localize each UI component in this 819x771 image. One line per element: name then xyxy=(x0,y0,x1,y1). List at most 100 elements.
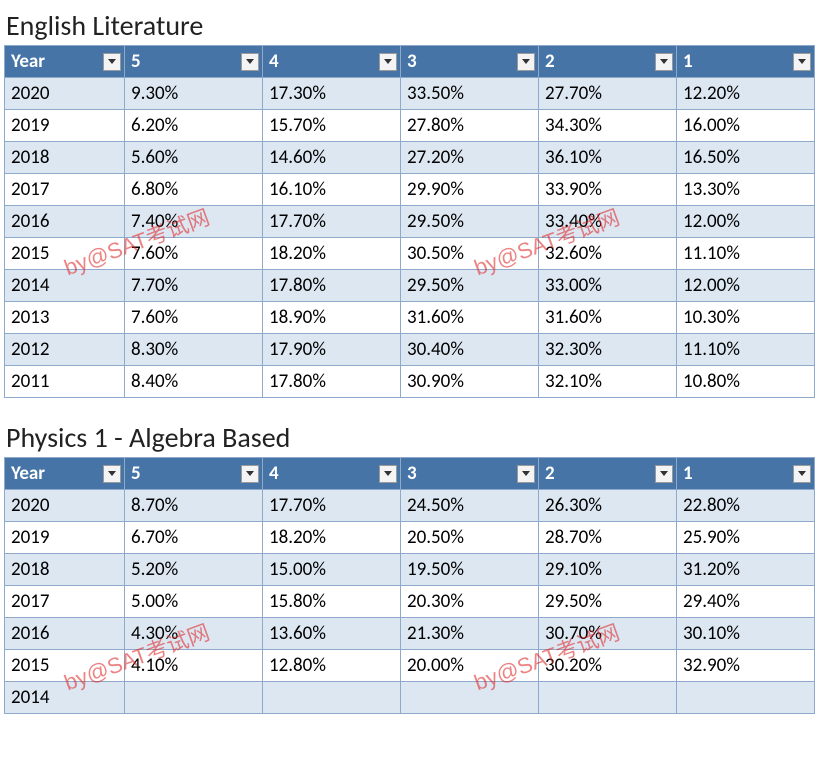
table-cell: 25.90% xyxy=(677,522,815,554)
table-cell xyxy=(677,682,815,714)
table-cell: 8.30% xyxy=(125,334,263,366)
table-cell: 15.80% xyxy=(263,586,401,618)
filter-dropdown-icon[interactable] xyxy=(103,53,121,71)
table-row: 20175.00%15.80%20.30%29.50%29.40% xyxy=(5,586,815,618)
column-header[interactable]: 2 xyxy=(539,458,677,490)
table-row: 20196.20%15.70%27.80%34.30%16.00% xyxy=(5,110,815,142)
column-header[interactable]: 3 xyxy=(401,46,539,78)
table-cell: 33.40% xyxy=(539,206,677,238)
table-row: 20154.10%12.80%20.00%30.20%32.90% xyxy=(5,650,815,682)
filter-dropdown-icon[interactable] xyxy=(655,53,673,71)
data-table: Year5432120209.30%17.30%33.50%27.70%12.2… xyxy=(4,45,815,398)
table-cell: 29.50% xyxy=(401,270,539,302)
table-cell: 7.40% xyxy=(125,206,263,238)
table-cell: 2016 xyxy=(5,618,125,650)
column-header[interactable]: 4 xyxy=(263,458,401,490)
table-cell: 15.00% xyxy=(263,554,401,586)
section-title: English Literature xyxy=(4,4,815,45)
table-cell: 2017 xyxy=(5,586,125,618)
table-cell: 17.80% xyxy=(263,270,401,302)
table-cell: 17.70% xyxy=(263,206,401,238)
table-cell: 30.90% xyxy=(401,366,539,398)
table-cell: 2019 xyxy=(5,110,125,142)
table-cell: 20.50% xyxy=(401,522,539,554)
filter-dropdown-icon[interactable] xyxy=(793,53,811,71)
table-cell xyxy=(263,682,401,714)
table-cell: 12.20% xyxy=(677,78,815,110)
table-row: 20118.40%17.80%30.90%32.10%10.80% xyxy=(5,366,815,398)
filter-dropdown-icon[interactable] xyxy=(793,465,811,483)
column-header-label: 4 xyxy=(269,462,279,485)
table-row: 2014 xyxy=(5,682,815,714)
filter-dropdown-icon[interactable] xyxy=(655,465,673,483)
table-cell: 27.70% xyxy=(539,78,677,110)
table-row: 20164.30%13.60%21.30%30.70%30.10% xyxy=(5,618,815,650)
table-cell: 2018 xyxy=(5,554,125,586)
table-cell: 30.50% xyxy=(401,238,539,270)
table-cell: 2017 xyxy=(5,174,125,206)
filter-dropdown-icon[interactable] xyxy=(517,53,535,71)
table-cell: 27.80% xyxy=(401,110,539,142)
table-cell: 29.90% xyxy=(401,174,539,206)
table-row: 20185.20%15.00%19.50%29.10%31.20% xyxy=(5,554,815,586)
table-cell: 11.10% xyxy=(677,334,815,366)
table-cell xyxy=(125,682,263,714)
column-header[interactable]: 4 xyxy=(263,46,401,78)
column-header[interactable]: 3 xyxy=(401,458,539,490)
column-header-label: 4 xyxy=(269,50,279,73)
column-header[interactable]: 1 xyxy=(677,46,815,78)
table-row: 20167.40%17.70%29.50%33.40%12.00% xyxy=(5,206,815,238)
table-cell: 2019 xyxy=(5,522,125,554)
table-cell: 29.40% xyxy=(677,586,815,618)
table-row: 20128.30%17.90%30.40%32.30%11.10% xyxy=(5,334,815,366)
table-cell: 6.80% xyxy=(125,174,263,206)
column-header[interactable]: 2 xyxy=(539,46,677,78)
filter-dropdown-icon[interactable] xyxy=(517,465,535,483)
table-row: 20137.60%18.90%31.60%31.60%10.30% xyxy=(5,302,815,334)
data-table: Year5432120208.70%17.70%24.50%26.30%22.8… xyxy=(4,457,815,714)
table-cell: 8.70% xyxy=(125,490,263,522)
column-header[interactable]: 5 xyxy=(125,46,263,78)
table-row: 20147.70%17.80%29.50%33.00%12.00% xyxy=(5,270,815,302)
filter-dropdown-icon[interactable] xyxy=(241,465,259,483)
table-cell: 2016 xyxy=(5,206,125,238)
filter-dropdown-icon[interactable] xyxy=(379,53,397,71)
table-cell: 29.50% xyxy=(539,586,677,618)
table-cell: 30.70% xyxy=(539,618,677,650)
table-cell: 2014 xyxy=(5,270,125,302)
table-cell: 28.70% xyxy=(539,522,677,554)
table-row: 20196.70%18.20%20.50%28.70%25.90% xyxy=(5,522,815,554)
table-cell: 29.50% xyxy=(401,206,539,238)
table-cell: 26.30% xyxy=(539,490,677,522)
filter-dropdown-icon[interactable] xyxy=(103,465,121,483)
table-cell: 2018 xyxy=(5,142,125,174)
column-header[interactable]: 5 xyxy=(125,458,263,490)
table-cell xyxy=(401,682,539,714)
table-cell: 11.10% xyxy=(677,238,815,270)
column-header[interactable]: Year xyxy=(5,46,125,78)
table-cell: 2020 xyxy=(5,78,125,110)
table-cell: 15.70% xyxy=(263,110,401,142)
table-cell: 30.10% xyxy=(677,618,815,650)
table-cell: 32.90% xyxy=(677,650,815,682)
column-header-label: 1 xyxy=(683,50,693,73)
filter-dropdown-icon[interactable] xyxy=(241,53,259,71)
table-cell: 17.30% xyxy=(263,78,401,110)
table-cell: 16.00% xyxy=(677,110,815,142)
section-title: Physics 1 - Algebra Based xyxy=(4,416,815,457)
table-cell: 31.60% xyxy=(539,302,677,334)
column-header[interactable]: 1 xyxy=(677,458,815,490)
table-cell: 5.20% xyxy=(125,554,263,586)
table-cell: 18.90% xyxy=(263,302,401,334)
table-cell: 16.50% xyxy=(677,142,815,174)
table-cell: 17.80% xyxy=(263,366,401,398)
table-cell: 31.60% xyxy=(401,302,539,334)
table-cell: 30.20% xyxy=(539,650,677,682)
column-header-label: 2 xyxy=(545,462,555,485)
table-cell: 2020 xyxy=(5,490,125,522)
filter-dropdown-icon[interactable] xyxy=(379,465,397,483)
table-cell: 16.10% xyxy=(263,174,401,206)
column-header[interactable]: Year xyxy=(5,458,125,490)
table-row: 20185.60%14.60%27.20%36.10%16.50% xyxy=(5,142,815,174)
table-cell: 7.60% xyxy=(125,302,263,334)
